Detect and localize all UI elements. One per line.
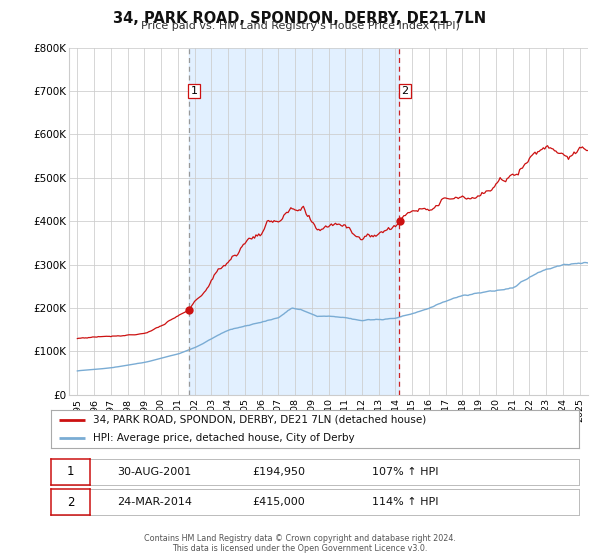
Text: 2: 2 bbox=[67, 496, 74, 508]
Text: 34, PARK ROAD, SPONDON, DERBY, DE21 7LN (detached house): 34, PARK ROAD, SPONDON, DERBY, DE21 7LN … bbox=[93, 415, 427, 425]
Bar bbox=[189, 48, 399, 395]
Text: This data is licensed under the Open Government Licence v3.0.: This data is licensed under the Open Gov… bbox=[172, 544, 428, 553]
Text: 30-AUG-2001: 30-AUG-2001 bbox=[117, 467, 191, 477]
Text: 1: 1 bbox=[191, 86, 197, 96]
Text: 34, PARK ROAD, SPONDON, DERBY, DE21 7LN: 34, PARK ROAD, SPONDON, DERBY, DE21 7LN bbox=[113, 11, 487, 26]
Text: 24-MAR-2014: 24-MAR-2014 bbox=[117, 497, 192, 507]
Text: £194,950: £194,950 bbox=[252, 467, 305, 477]
Text: 1: 1 bbox=[67, 465, 74, 478]
Text: £415,000: £415,000 bbox=[252, 497, 305, 507]
Text: Price paid vs. HM Land Registry's House Price Index (HPI): Price paid vs. HM Land Registry's House … bbox=[140, 21, 460, 31]
Text: 114% ↑ HPI: 114% ↑ HPI bbox=[372, 497, 439, 507]
Text: Contains HM Land Registry data © Crown copyright and database right 2024.: Contains HM Land Registry data © Crown c… bbox=[144, 534, 456, 543]
Text: 2: 2 bbox=[401, 86, 408, 96]
Text: 107% ↑ HPI: 107% ↑ HPI bbox=[372, 467, 439, 477]
Text: HPI: Average price, detached house, City of Derby: HPI: Average price, detached house, City… bbox=[93, 433, 355, 443]
